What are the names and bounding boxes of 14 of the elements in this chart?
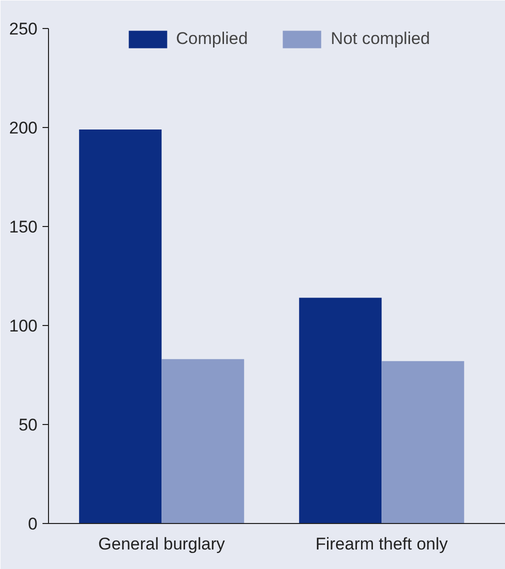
bar <box>79 129 162 524</box>
y-tick-label: 200 <box>9 118 38 138</box>
legend-label: Not complied <box>330 29 430 49</box>
legend-label: Complied <box>176 29 248 49</box>
y-tick-label: 100 <box>9 316 38 336</box>
bar <box>382 361 464 524</box>
y-tick-label: 0 <box>28 514 38 534</box>
y-tick-label: 150 <box>9 218 38 236</box>
y-tick-label: 50 <box>18 416 38 434</box>
y-tick-label: 250 <box>9 20 38 38</box>
bar <box>299 298 382 524</box>
x-tick-label: Firearm theft only <box>315 534 448 554</box>
bar <box>162 359 244 524</box>
x-tick-label: General burglary <box>98 534 226 554</box>
